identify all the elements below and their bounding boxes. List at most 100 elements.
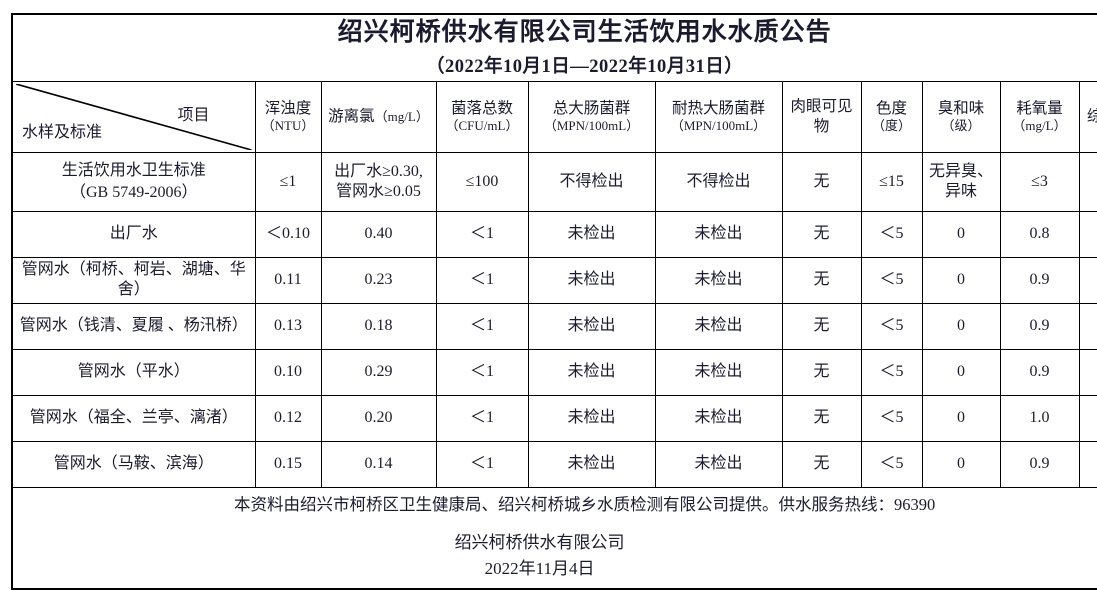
header-pass-rate-name: 水质 — [1083, 88, 1097, 107]
header-pass-rate: 水质 综合合格率 — [1079, 81, 1097, 152]
cell-free-chlorine: 0.18 — [321, 303, 436, 349]
header-oxygen-consumption-name: 耗氧量 — [1004, 99, 1076, 118]
header-chroma-name: 色度 — [865, 99, 919, 118]
cell-odor-taste: 0 — [922, 441, 1000, 487]
header-oxygen-consumption-unit: （mg/L） — [1004, 118, 1076, 134]
cell-visible-matter: 无 — [782, 257, 861, 303]
cell-pass-rate: 100% — [1079, 211, 1097, 257]
title-row: 绍兴柯桥供水有限公司生活饮用水水质公告 （2022年10月1日—2022年10月… — [12, 14, 1097, 81]
header-thermotolerant-coliform: 耐热大肠菌群 （MPN/100mL） — [655, 81, 782, 152]
cell-visible-matter: 无 — [782, 303, 861, 349]
header-thermotolerant-coliform-unit: （MPN/100mL） — [659, 118, 779, 134]
table-row: 管网水（马鞍、滨海） 0.15 0.14 ＜1 未检出 未检出 无 ＜5 0 0… — [12, 441, 1097, 487]
sample-name: 管网水（马鞍、滨海） — [12, 441, 255, 487]
cell-pass-rate: 100% — [1079, 395, 1097, 441]
standard-free-chlorine: 出厂水≥0.30, 管网水≥0.05 — [321, 152, 436, 211]
diagonal-header-cell: 水样及标准 项目 — [12, 81, 255, 152]
cell-pass-rate: 100% — [1079, 441, 1097, 487]
footer-note: 本资料由绍兴市柯桥区卫生健康局、绍兴柯桥城乡水质检测有限公司提供。供水服务热线：… — [16, 493, 1097, 518]
header-turbidity: 浑浊度 （NTU） — [255, 81, 321, 152]
cell-thermotolerant-coliform: 未检出 — [655, 257, 782, 303]
cell-odor-taste: 0 — [922, 303, 1000, 349]
table-row: 管网水（柯桥、柯岩、湖塘、华舍） 0.11 0.23 ＜1 未检出 未检出 无 … — [12, 257, 1097, 303]
footer-row: 本资料由绍兴市柯桥区卫生健康局、绍兴柯桥城乡水质检测有限公司提供。供水服务热线：… — [12, 487, 1097, 589]
header-visible-matter-name: 肉眼可见物 — [786, 97, 858, 136]
cell-total-coliform: 未检出 — [528, 441, 655, 487]
standard-total-coliform: 不得检出 — [528, 152, 655, 211]
cell-visible-matter: 无 — [782, 349, 861, 395]
standard-name-line2: （GB 5749-2006） — [70, 184, 198, 201]
report-title-cell: 绍兴柯桥供水有限公司生活饮用水水质公告 （2022年10月1日—2022年10月… — [12, 14, 1097, 81]
sample-name: 管网水（福全、兰亭、漓渚） — [12, 395, 255, 441]
header-visible-matter: 肉眼可见物 — [782, 81, 861, 152]
column-axis-label: 项目 — [177, 106, 209, 126]
table-row: 管网水（钱清、夏履 、杨汛桥） 0.13 0.18 ＜1 未检出 未检出 无 ＜… — [12, 303, 1097, 349]
footer-signature: 绍兴柯桥供水有限公司 — [16, 530, 1063, 556]
cell-odor-taste: 0 — [922, 211, 1000, 257]
cell-free-chlorine: 0.23 — [321, 257, 436, 303]
cell-turbidity: ＜0.10 — [255, 211, 321, 257]
cell-visible-matter: 无 — [782, 395, 861, 441]
cell-oxygen-consumption: 0.9 — [1000, 257, 1079, 303]
table-row: 出厂水 ＜0.10 0.40 ＜1 未检出 未检出 无 ＜5 0 0.8 100… — [12, 211, 1097, 257]
cell-total-coliform: 未检出 — [528, 395, 655, 441]
water-quality-report-page: 绍兴柯桥供水有限公司生活饮用水水质公告 （2022年10月1日—2022年10月… — [0, 0, 1097, 572]
cell-turbidity: 0.13 — [255, 303, 321, 349]
row-axis-label: 水样及标准 — [22, 123, 102, 143]
sample-name: 管网水（钱清、夏履 、杨汛桥） — [12, 303, 255, 349]
header-oxygen-consumption: 耗氧量 （mg/L） — [1000, 81, 1079, 152]
cell-turbidity: 0.11 — [255, 257, 321, 303]
header-total-coliform: 总大肠菌群 （MPN/100mL） — [528, 81, 655, 152]
cell-total-coliform: 未检出 — [528, 211, 655, 257]
cell-chroma: ＜5 — [861, 211, 922, 257]
standard-chroma: ≤15 — [861, 152, 922, 211]
page-title: 绍兴柯桥供水有限公司生活饮用水水质公告 — [16, 17, 1097, 50]
cell-total-coliform: 未检出 — [528, 349, 655, 395]
cell-turbidity: 0.12 — [255, 395, 321, 441]
cell-odor-taste: 0 — [922, 395, 1000, 441]
cell-visible-matter: 无 — [782, 441, 861, 487]
standard-odor-taste-line1: 无异臭、 — [929, 163, 993, 180]
standard-free-chlorine-line2: 管网水≥0.05 — [336, 183, 421, 200]
cell-thermotolerant-coliform: 未检出 — [655, 441, 782, 487]
cell-visible-matter: 无 — [782, 211, 861, 257]
header-free-chlorine-unit: （mg/L） — [375, 109, 429, 124]
sample-name: 出厂水 — [12, 211, 255, 257]
standard-odor-taste-line2: 异味 — [945, 183, 977, 200]
standard-name-cell: 生活饮用水卫生标准 （GB 5749-2006） — [12, 152, 255, 211]
footer-date: 2022年11月4日 — [16, 556, 1063, 582]
cell-odor-taste: 0 — [922, 257, 1000, 303]
header-pass-rate-sub: 综合合格率 — [1083, 107, 1097, 146]
cell-thermotolerant-coliform: 未检出 — [655, 211, 782, 257]
header-free-chlorine: 游离氯（mg/L） — [321, 81, 436, 152]
cell-oxygen-consumption: 0.9 — [1000, 349, 1079, 395]
cell-oxygen-consumption: 0.9 — [1000, 441, 1079, 487]
cell-chroma: ＜5 — [861, 349, 922, 395]
cell-turbidity: 0.15 — [255, 441, 321, 487]
cell-thermotolerant-coliform: 未检出 — [655, 395, 782, 441]
cell-colony-count: ＜1 — [436, 349, 528, 395]
standard-row: 生活饮用水卫生标准 （GB 5749-2006） ≤1 出厂水≥0.30, 管网… — [12, 152, 1097, 211]
cell-free-chlorine: 0.14 — [321, 441, 436, 487]
water-quality-table: 绍兴柯桥供水有限公司生活饮用水水质公告 （2022年10月1日—2022年10月… — [11, 13, 1097, 590]
standard-name-line1: 生活饮用水卫生标准 — [62, 162, 206, 179]
cell-thermotolerant-coliform: 未检出 — [655, 303, 782, 349]
cell-colony-count: ＜1 — [436, 441, 528, 487]
footer-cell: 本资料由绍兴市柯桥区卫生健康局、绍兴柯桥城乡水质检测有限公司提供。供水服务热线：… — [12, 487, 1097, 589]
cell-colony-count: ＜1 — [436, 303, 528, 349]
cell-thermotolerant-coliform: 未检出 — [655, 349, 782, 395]
cell-total-coliform: 未检出 — [528, 257, 655, 303]
header-chroma: 色度 （度） — [861, 81, 922, 152]
header-odor-taste: 臭和味 （级） — [922, 81, 1000, 152]
cell-chroma: ＜5 — [861, 441, 922, 487]
header-colony-count-name: 菌落总数 — [440, 99, 525, 118]
header-colony-count: 菌落总数 （CFU/mL） — [436, 81, 528, 152]
cell-chroma: ＜5 — [861, 395, 922, 441]
cell-colony-count: ＜1 — [436, 211, 528, 257]
cell-free-chlorine: 0.40 — [321, 211, 436, 257]
cell-colony-count: ＜1 — [436, 395, 528, 441]
cell-colony-count: ＜1 — [436, 257, 528, 303]
header-chroma-unit: （度） — [865, 118, 919, 134]
cell-pass-rate: 100% — [1079, 303, 1097, 349]
header-total-coliform-unit: （MPN/100mL） — [532, 118, 652, 134]
